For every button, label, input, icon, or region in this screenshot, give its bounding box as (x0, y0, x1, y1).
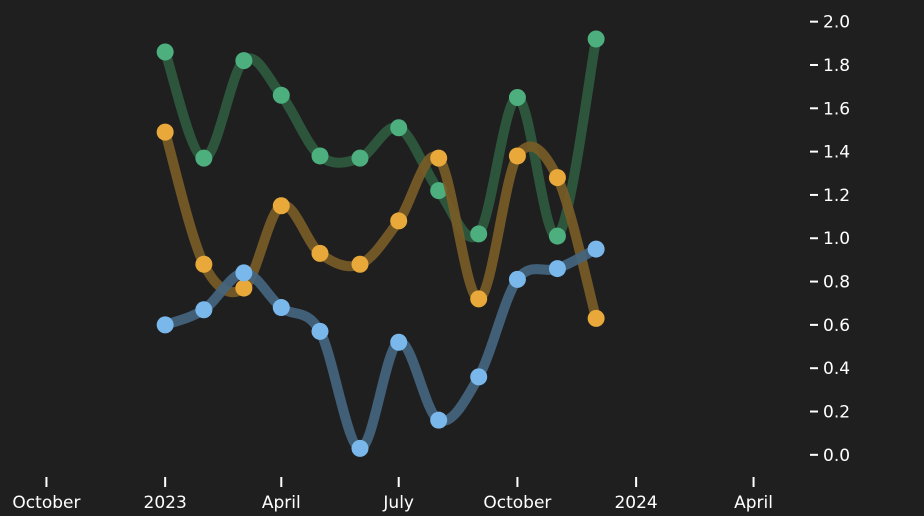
y-tick-label: 1.6 (823, 99, 850, 119)
series-1-point (311, 147, 329, 165)
series-1-point (587, 30, 605, 48)
x-axis: October 2023 April July October 2024 April (12, 477, 773, 513)
series-2-point (587, 309, 605, 327)
y-tick-label: 0.4 (823, 359, 850, 379)
series-2-point (430, 149, 448, 167)
series-2-point (272, 197, 290, 215)
series-1-point (195, 149, 213, 167)
series-1 (156, 30, 605, 245)
x-tick-label: October (483, 493, 551, 513)
series-1-point (430, 182, 448, 200)
series-2-point (235, 279, 253, 297)
series-layer (156, 30, 605, 457)
series-1-point (548, 227, 566, 245)
series-1-point (390, 119, 408, 137)
x-tick-label: April (734, 493, 773, 513)
series-2-point (470, 290, 488, 308)
y-tick-label: 0.8 (823, 273, 850, 293)
series-2-point (390, 212, 408, 230)
x-tick-label: April (262, 493, 301, 513)
series-3-point (156, 316, 174, 334)
x-tick-label: October (12, 493, 80, 513)
series-2 (156, 123, 605, 327)
series-1-point (470, 225, 488, 243)
series-3-line (160, 244, 602, 454)
series-2-point (508, 147, 526, 165)
y-tick-label: 1.4 (823, 143, 850, 163)
series-3-point (470, 368, 488, 386)
y-tick-label: 1.8 (823, 56, 850, 76)
series-1-point (235, 52, 253, 70)
y-tick-label: 0.2 (823, 403, 850, 423)
series-3-point (195, 301, 213, 319)
x-tick-label: 2023 (144, 493, 187, 513)
y-tick-label: 0.0 (823, 446, 850, 466)
series-2-point (548, 169, 566, 187)
y-tick-label: 2.0 (823, 13, 850, 33)
series-3 (156, 240, 605, 457)
series-3-point (390, 333, 408, 351)
series-3-point (311, 322, 329, 340)
series-3-point (508, 270, 526, 288)
y-tick-label: 1.0 (823, 229, 850, 249)
series-3-point (272, 299, 290, 317)
series-2-point (156, 123, 174, 141)
series-2-point (351, 255, 369, 273)
series-1-point (156, 43, 174, 61)
series-1-point (351, 149, 369, 167)
series-3-point (587, 240, 605, 258)
series-1-point (508, 88, 526, 106)
y-tick-label: 0.6 (823, 316, 850, 336)
series-3-point (351, 439, 369, 457)
series-3-point (430, 411, 448, 429)
x-tick-label: 2024 (614, 493, 657, 513)
series-1-point (272, 86, 290, 104)
series-2-point (311, 244, 329, 262)
y-axis: 0.0 0.2 0.4 0.6 0.8 1.0 1.2 1.4 1.6 1.8 2.0 (810, 13, 850, 466)
series-2-point (195, 255, 213, 273)
series-3-point (548, 260, 566, 278)
series-1-line (160, 33, 602, 243)
y-tick-label: 1.2 (823, 186, 850, 206)
x-tick-label: July (382, 493, 414, 513)
series-3-point (235, 264, 253, 282)
